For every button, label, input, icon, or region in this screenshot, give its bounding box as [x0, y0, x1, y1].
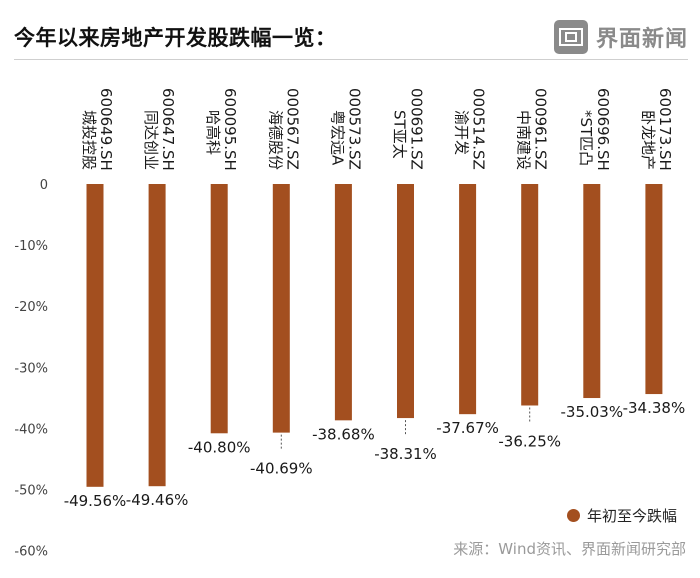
data-label: -38.31%	[374, 445, 437, 463]
category-name-label: 海德股份	[266, 110, 284, 170]
y-tick-label: -30%	[14, 361, 48, 376]
y-tick-label: -50%	[14, 484, 48, 499]
data-label: -35.03%	[560, 403, 623, 421]
category-name-label: 中南建设	[515, 110, 533, 170]
data-label: -40.69%	[250, 460, 313, 478]
y-tick-label: -60%	[14, 545, 48, 560]
data-label: -36.25%	[498, 432, 561, 450]
category-name-label: 卧龙地产	[639, 110, 657, 170]
category-code-label: 600649.SH	[97, 88, 115, 171]
category-code-label: 600173.SH	[656, 88, 674, 171]
data-label: -34.38%	[623, 399, 686, 417]
data-label: -40.80%	[188, 438, 251, 456]
category-code-label: 000514.SZ	[470, 88, 488, 170]
category-name-label: 哈高科	[204, 110, 222, 155]
bar	[148, 184, 166, 487]
bar	[210, 184, 228, 434]
bar	[272, 184, 290, 433]
data-label: -49.46%	[126, 491, 189, 509]
category-code-label: 000573.SZ	[345, 88, 363, 170]
category-name-label: *ST匹凸	[577, 110, 595, 166]
data-label: -49.56%	[64, 492, 127, 510]
category-code-label: 600095.SH	[221, 88, 239, 171]
bar	[645, 184, 663, 395]
bar	[459, 184, 477, 415]
category-name-label: ST亚太	[391, 110, 409, 159]
legend-swatch	[567, 509, 580, 522]
legend: 年初至今跌幅	[567, 505, 677, 526]
category-code-label: 600647.SH	[159, 88, 177, 171]
bar	[334, 184, 352, 421]
category-code-label: 600696.SH	[594, 88, 612, 171]
category-name-label: 粤宏远A	[328, 110, 346, 166]
y-tick-label: -10%	[14, 239, 48, 254]
y-tick-label: -20%	[14, 300, 48, 315]
category-name-label: 同达创业	[142, 110, 160, 170]
category-code-label: 000567.SZ	[283, 88, 301, 170]
bar	[397, 184, 414, 419]
category-name-label: 渝开发	[453, 110, 471, 155]
category-code-label: 000961.SZ	[532, 88, 550, 170]
y-tick-label: -40%	[14, 422, 48, 437]
brand-logo: 界面新闻	[553, 20, 688, 54]
brand-logo-text: 界面新闻	[595, 27, 688, 52]
bar	[86, 184, 104, 487]
bar	[583, 184, 601, 399]
jiemian-logo-icon	[553, 20, 588, 54]
data-label: -37.67%	[436, 419, 499, 437]
source-note: 来源：Wind资讯、界面新闻研究部	[453, 540, 686, 558]
legend-label: 年初至今跌幅	[587, 507, 678, 525]
category-code-label: 000691.SZ	[408, 88, 426, 170]
chart-title: 今年以来房地产开发股跌幅一览：	[14, 26, 337, 50]
category-name-label: 城投控股	[80, 110, 98, 170]
data-label: -38.68%	[312, 425, 375, 443]
bar	[521, 184, 539, 406]
title-divider	[14, 59, 688, 60]
y-tick-label: 0	[40, 178, 48, 193]
